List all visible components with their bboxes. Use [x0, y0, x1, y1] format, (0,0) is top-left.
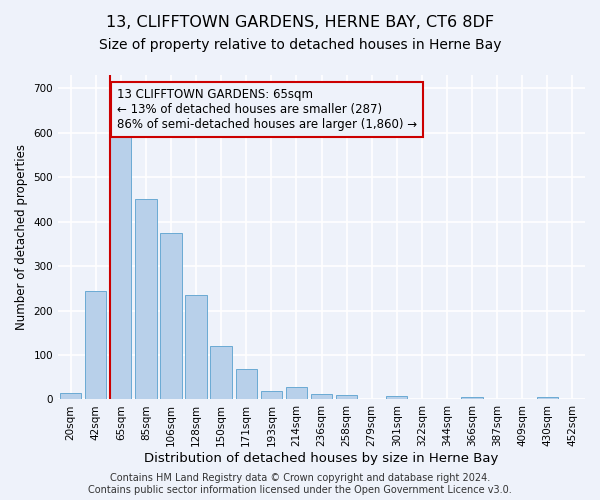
Bar	[260, 392, 282, 400]
Bar	[461, 397, 483, 400]
Bar	[85, 290, 106, 400]
Bar	[286, 387, 307, 400]
Bar	[536, 397, 558, 400]
Text: Size of property relative to detached houses in Herne Bay: Size of property relative to detached ho…	[99, 38, 501, 52]
Bar	[236, 369, 257, 400]
Bar	[135, 200, 157, 400]
Bar	[185, 295, 207, 400]
Bar	[336, 395, 357, 400]
Bar	[386, 396, 407, 400]
Bar	[311, 394, 332, 400]
Text: 13 CLIFFTOWN GARDENS: 65sqm
← 13% of detached houses are smaller (287)
86% of se: 13 CLIFFTOWN GARDENS: 65sqm ← 13% of det…	[117, 88, 417, 132]
X-axis label: Distribution of detached houses by size in Herne Bay: Distribution of detached houses by size …	[145, 452, 499, 465]
Text: 13, CLIFFTOWN GARDENS, HERNE BAY, CT6 8DF: 13, CLIFFTOWN GARDENS, HERNE BAY, CT6 8D…	[106, 15, 494, 30]
Bar	[160, 233, 182, 400]
Y-axis label: Number of detached properties: Number of detached properties	[15, 144, 28, 330]
Bar	[110, 137, 131, 400]
Bar	[211, 346, 232, 400]
Text: Contains HM Land Registry data © Crown copyright and database right 2024.
Contai: Contains HM Land Registry data © Crown c…	[88, 474, 512, 495]
Bar	[60, 393, 81, 400]
